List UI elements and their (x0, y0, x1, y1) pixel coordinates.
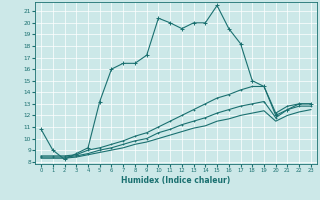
X-axis label: Humidex (Indice chaleur): Humidex (Indice chaleur) (121, 176, 231, 185)
